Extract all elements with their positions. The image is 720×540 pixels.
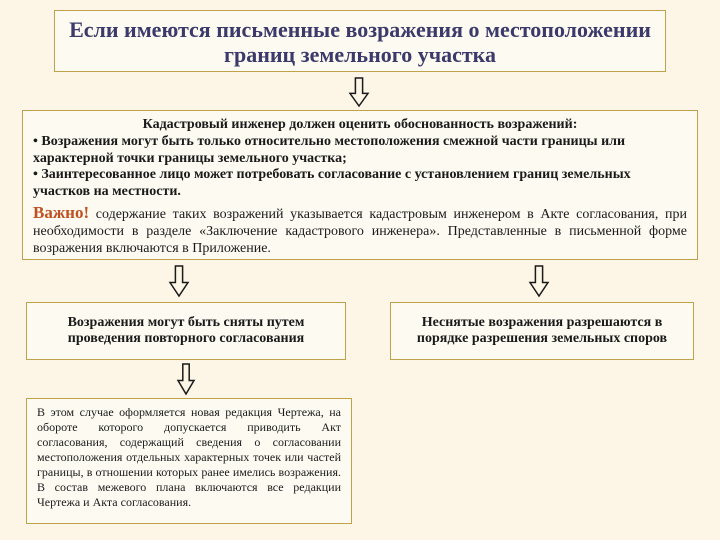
down-arrow-icon <box>350 78 368 106</box>
main-bullet-2: • Заинтересованное лицо может потребоват… <box>33 167 687 201</box>
right-result-text: Неснятые возражения разрешаются в порядк… <box>401 315 683 347</box>
title-box: Если имеются письменные возражения о мес… <box>54 10 666 72</box>
down-arrow-icon <box>170 266 188 296</box>
bottom-explanation-text: В этом случае оформляется новая редакция… <box>37 405 341 509</box>
main-heading: Кадастровый инженер должен оценить обосн… <box>33 117 687 134</box>
left-result-box: Возражения могут быть сняты путем провед… <box>26 302 346 360</box>
main-content-box: Кадастровый инженер должен оценить обосн… <box>22 110 698 260</box>
bottom-explanation-box: В этом случае оформляется новая редакция… <box>26 398 352 524</box>
important-text: содержание таких возражений указывается … <box>33 207 687 256</box>
title-text: Если имеются письменные возражения о мес… <box>69 17 651 67</box>
important-label: Важно! <box>33 203 89 222</box>
main-important-block: Важно! содержание таких возражений указы… <box>33 203 687 257</box>
right-result-box: Неснятые возражения разрешаются в порядк… <box>390 302 694 360</box>
left-result-text: Возражения могут быть сняты путем провед… <box>37 315 335 347</box>
down-arrow-icon <box>530 266 548 296</box>
down-arrow-icon <box>178 364 194 394</box>
main-bullet-1: • Возражения могут быть только относител… <box>33 134 687 168</box>
